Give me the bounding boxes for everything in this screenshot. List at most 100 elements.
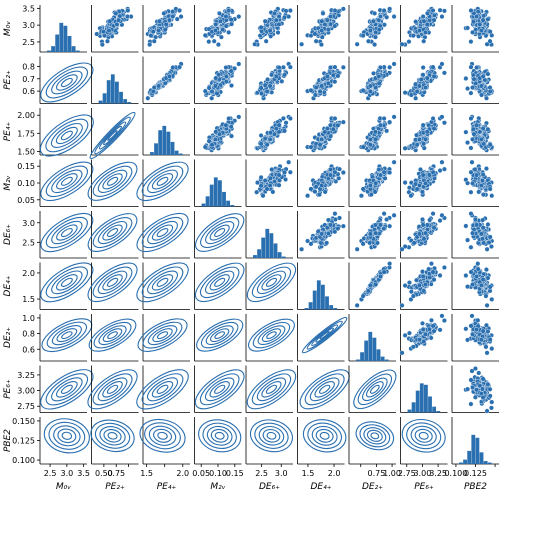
scatter-point bbox=[319, 18, 325, 24]
scatter-point bbox=[271, 131, 277, 137]
scatter-point bbox=[360, 144, 366, 150]
scatter-point bbox=[372, 34, 378, 40]
kde-contour bbox=[53, 425, 81, 447]
hist-bar bbox=[269, 233, 274, 258]
scatter-point bbox=[312, 92, 318, 98]
scatter-point bbox=[318, 240, 324, 246]
panel-4-8 bbox=[451, 211, 499, 259]
x-tick-label: 0.05 bbox=[192, 469, 210, 478]
scatter-point bbox=[259, 91, 265, 97]
panel-1-6 bbox=[348, 56, 397, 104]
panel-5-7 bbox=[399, 261, 448, 310]
scatter-point bbox=[478, 282, 484, 288]
scatter-point bbox=[367, 231, 373, 237]
scatter-point bbox=[431, 225, 437, 231]
scatter-point bbox=[439, 313, 445, 319]
scatter-point bbox=[176, 8, 182, 14]
scatter-point bbox=[367, 240, 373, 246]
scatter-point bbox=[381, 269, 387, 275]
scatter-point bbox=[489, 296, 495, 302]
panel-0-3 bbox=[194, 5, 242, 53]
scatter-point bbox=[416, 231, 422, 237]
hist-bar bbox=[63, 25, 68, 52]
scatter-point bbox=[202, 32, 208, 38]
scatter-point bbox=[214, 91, 220, 97]
scatter-point bbox=[287, 169, 293, 175]
scatter-point bbox=[479, 92, 485, 98]
kde-contour bbox=[103, 125, 122, 146]
scatter-point bbox=[426, 266, 432, 272]
scatter-point bbox=[478, 28, 484, 34]
scatter-point bbox=[318, 42, 324, 48]
scatter-point bbox=[478, 231, 484, 237]
kde-contour bbox=[56, 274, 78, 291]
panel-6-6 bbox=[348, 314, 396, 362]
scatter-point bbox=[468, 244, 474, 250]
hist-bar bbox=[222, 191, 226, 207]
hist-bar bbox=[475, 437, 480, 464]
hist-bar bbox=[483, 461, 488, 464]
scatter-point bbox=[325, 230, 331, 236]
x-tick-label: 2.5 bbox=[44, 469, 57, 478]
scatter-point bbox=[206, 138, 212, 144]
scatter-point bbox=[391, 61, 397, 67]
scatter-point bbox=[489, 399, 495, 405]
scatter-point bbox=[236, 61, 242, 67]
hist-bar bbox=[273, 243, 278, 258]
scatter-point bbox=[439, 114, 445, 120]
kde-contour bbox=[301, 317, 348, 354]
hist-bar bbox=[253, 255, 257, 258]
scatter-point bbox=[480, 73, 486, 79]
hist-bar bbox=[364, 340, 369, 361]
scatter-point bbox=[372, 189, 378, 195]
scatter-point bbox=[416, 282, 422, 288]
kde-contour bbox=[156, 384, 169, 394]
kde-contour bbox=[262, 428, 281, 443]
x-axis-label: M₀ᵥ bbox=[56, 482, 71, 492]
scatter-point bbox=[402, 283, 408, 289]
scatter-point bbox=[469, 313, 475, 319]
kde-contour bbox=[60, 228, 73, 238]
scatter-point bbox=[418, 76, 424, 82]
scatter-point bbox=[485, 71, 491, 77]
scatter-point bbox=[484, 41, 490, 47]
scatter-point bbox=[465, 386, 471, 392]
scatter-point bbox=[381, 8, 387, 14]
scatter-point bbox=[387, 64, 393, 70]
scatter-point bbox=[485, 16, 491, 22]
scatter-point bbox=[275, 30, 281, 36]
scatter-point bbox=[367, 83, 373, 89]
scatter-point bbox=[262, 18, 268, 24]
kde-contour bbox=[210, 428, 229, 443]
scatter-point bbox=[423, 281, 429, 287]
panel-4-7 bbox=[399, 211, 448, 259]
scatter-point bbox=[399, 246, 405, 252]
scatter-point bbox=[319, 183, 325, 189]
scatter-point bbox=[470, 180, 476, 186]
scatter-point bbox=[419, 189, 425, 195]
scatter-point bbox=[489, 193, 495, 199]
hist-bar bbox=[106, 80, 111, 104]
kde-contour bbox=[370, 432, 380, 440]
scatter-point bbox=[391, 114, 397, 120]
scatter-point bbox=[327, 14, 333, 20]
scatter-point bbox=[428, 261, 434, 267]
scatter-point bbox=[481, 141, 487, 147]
kde-contour bbox=[359, 424, 391, 448]
scatter-point bbox=[474, 122, 480, 128]
hist-bar bbox=[432, 406, 437, 413]
scatter-point bbox=[340, 6, 346, 12]
scatter-point bbox=[414, 142, 420, 148]
panel-5-6 bbox=[348, 261, 396, 310]
scatter-point bbox=[206, 85, 212, 91]
scatter-point bbox=[474, 172, 480, 178]
scatter-point bbox=[360, 293, 366, 299]
y-tick-label: 1.5 bbox=[22, 295, 35, 304]
hist-bar bbox=[150, 152, 154, 155]
panel-1-7 bbox=[400, 56, 448, 104]
scatter-point bbox=[424, 21, 430, 27]
panel-6-5 bbox=[297, 314, 348, 362]
kde-contour bbox=[156, 277, 169, 287]
